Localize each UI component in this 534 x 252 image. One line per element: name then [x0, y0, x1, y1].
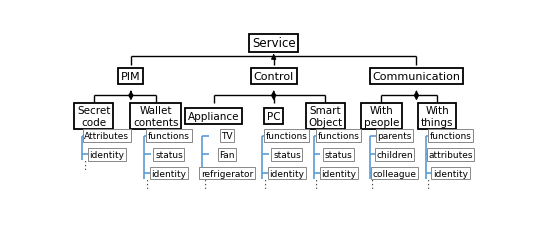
Text: ⋮: ⋮ [199, 179, 210, 189]
Text: ⋮: ⋮ [258, 179, 270, 189]
Text: Control: Control [254, 72, 294, 82]
Text: functions: functions [266, 132, 308, 140]
Text: Fan: Fan [219, 150, 234, 159]
Text: identity: identity [433, 169, 468, 178]
Text: identity: identity [270, 169, 304, 178]
Text: Appliance: Appliance [188, 112, 239, 121]
Text: Secret
code: Secret code [77, 106, 111, 127]
Text: colleague: colleague [373, 169, 417, 178]
Text: refrigerator: refrigerator [201, 169, 253, 178]
Text: functions: functions [148, 132, 190, 140]
Text: ⋮: ⋮ [140, 179, 152, 189]
Text: functions: functions [318, 132, 359, 140]
Text: Attributes: Attributes [84, 132, 129, 140]
Text: With
things: With things [421, 106, 453, 127]
Text: status: status [273, 150, 301, 159]
Text: PIM: PIM [121, 72, 141, 82]
Text: status: status [325, 150, 352, 159]
Text: With
people: With people [364, 106, 399, 127]
Text: identity: identity [321, 169, 356, 178]
Text: parents: parents [378, 132, 412, 140]
Text: ⋮: ⋮ [366, 179, 378, 189]
Text: identity: identity [152, 169, 186, 178]
Text: Communication: Communication [372, 72, 460, 82]
Text: Wallet
contents: Wallet contents [133, 106, 178, 127]
Text: TV: TV [221, 132, 233, 140]
Text: functions: functions [429, 132, 472, 140]
Text: ⋮: ⋮ [310, 179, 321, 189]
Text: identity: identity [89, 150, 124, 159]
Text: PC: PC [267, 112, 280, 121]
Text: ⋮: ⋮ [422, 179, 433, 189]
Text: status: status [155, 150, 183, 159]
Text: children: children [376, 150, 413, 159]
Text: Service: Service [252, 37, 295, 50]
Text: attributes: attributes [428, 150, 473, 159]
Text: Smart
Object: Smart Object [308, 106, 342, 127]
Text: ⋮: ⋮ [78, 160, 90, 170]
